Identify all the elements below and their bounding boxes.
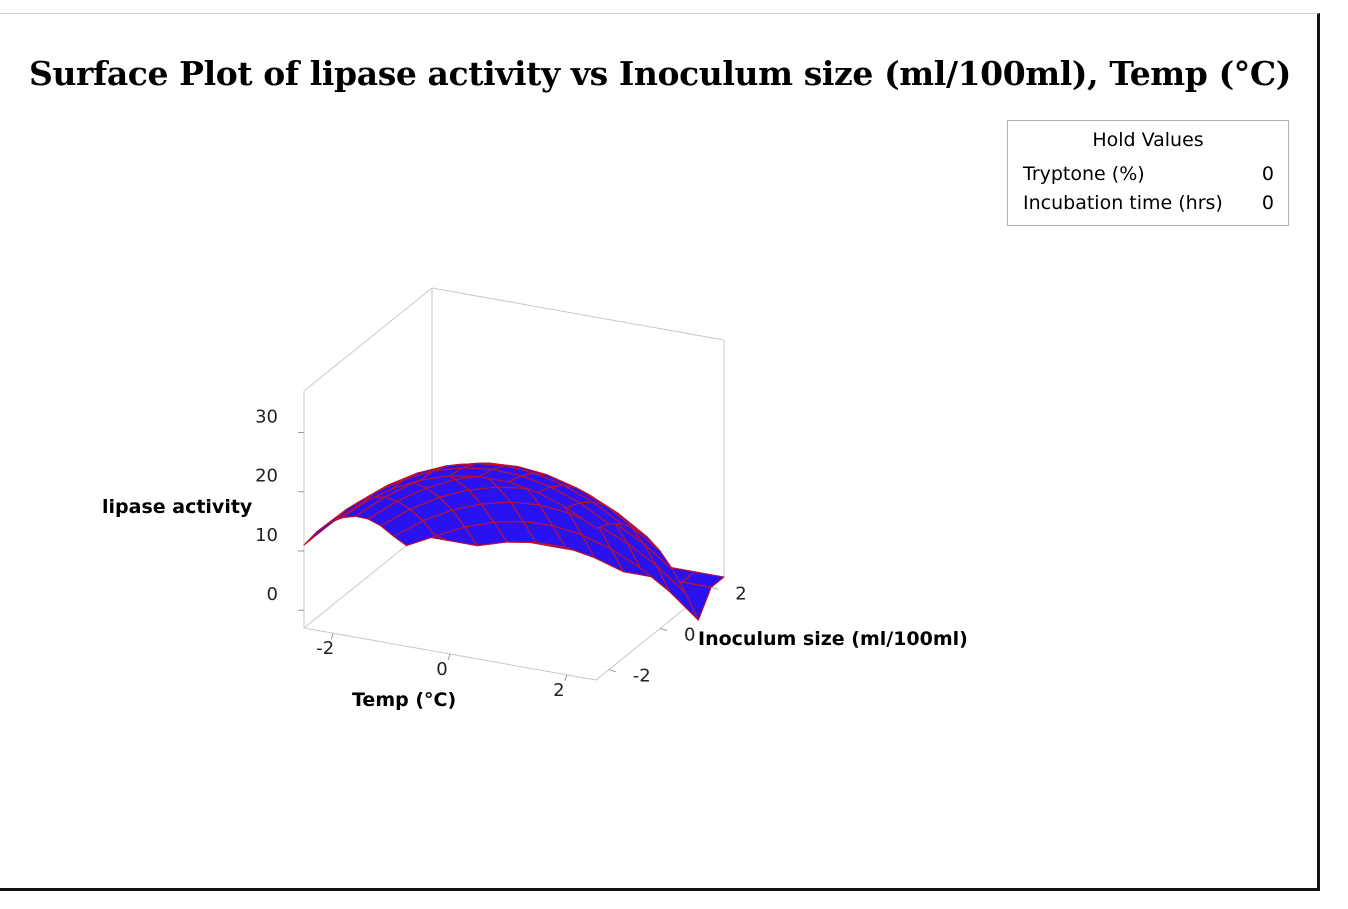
x-tick-label: 2 bbox=[553, 680, 564, 701]
y-tick-mark bbox=[711, 586, 719, 590]
surface-patch bbox=[303, 509, 347, 546]
hold-row-incubation: Incubation time (hrs) 0 bbox=[1023, 192, 1274, 218]
hold-row-tryptone: Tryptone (%) 0 bbox=[1023, 163, 1274, 189]
z-tick-label: 30 bbox=[255, 406, 278, 427]
hold-label: Tryptone (%) bbox=[1023, 163, 1145, 185]
z-tick-label: 10 bbox=[255, 525, 278, 546]
hold-value: 0 bbox=[1261, 192, 1274, 214]
z-tick-label: 20 bbox=[255, 466, 278, 487]
z-axis-title: lipase activity bbox=[102, 496, 253, 518]
x-tick-mark bbox=[564, 674, 568, 681]
hold-label: Incubation time (hrs) bbox=[1023, 192, 1223, 214]
chart-frame bbox=[0, 13, 1320, 891]
x-tick-mark bbox=[330, 633, 334, 640]
y-tick-label: 2 bbox=[735, 583, 746, 604]
y-tick-label: 0 bbox=[684, 625, 695, 646]
x-axis-title: Temp (°C) bbox=[352, 689, 456, 711]
x-tick-label: -2 bbox=[316, 638, 334, 659]
x-tick-mark bbox=[447, 653, 451, 661]
axis-ticks: 0 10 20 30 -2 0 2 -2 0 2 bbox=[255, 406, 747, 700]
hold-values-title: Hold Values bbox=[1092, 129, 1204, 151]
y-axis-title: Inoculum size (ml/100ml) bbox=[698, 628, 968, 650]
x-tick-label: 0 bbox=[436, 659, 447, 680]
surface-mesh bbox=[303, 462, 725, 621]
box-edge bbox=[431, 287, 725, 341]
y-tick-mark bbox=[608, 669, 616, 673]
y-tick-mark bbox=[659, 628, 668, 631]
z-tick-label: 0 bbox=[267, 584, 278, 605]
y-tick-label: -2 bbox=[633, 666, 651, 687]
hold-values-legend: Hold Values Tryptone (%) 0 Incubation ti… bbox=[1007, 120, 1289, 226]
box-edge bbox=[303, 287, 433, 392]
chart-title: Surface Plot of lipase activity vs Inocu… bbox=[29, 54, 1291, 93]
hold-value: 0 bbox=[1261, 163, 1274, 185]
